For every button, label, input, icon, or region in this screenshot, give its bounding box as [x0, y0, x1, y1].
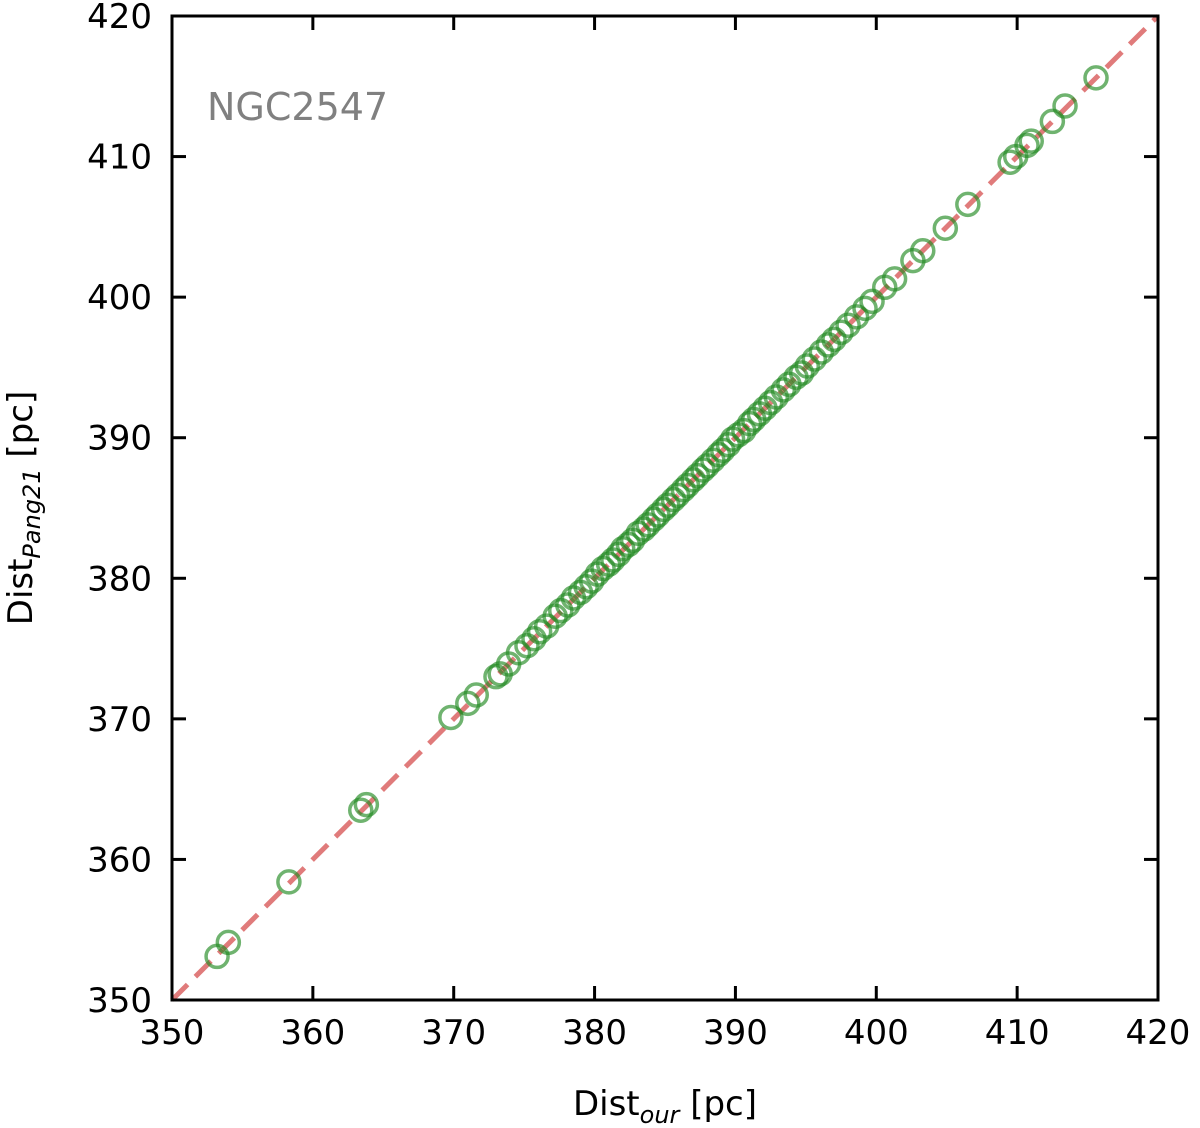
data-point: [852, 295, 878, 322]
x-axis-label: Distour [pc]: [573, 1084, 757, 1128]
data-point: [438, 704, 464, 731]
data-point: [353, 791, 380, 818]
data-point: [794, 353, 821, 379]
y-tick-label: 420: [87, 0, 152, 37]
y-tick-labels: 350 360 370 380 390 400 410 420: [87, 0, 152, 1021]
y-axis-label-subscript: Pang21: [18, 468, 46, 558]
x-tick-labels: 350 360 370 380 390 400 410 420: [140, 1013, 1191, 1053]
x-axis-label-unit: [pc]: [679, 1084, 757, 1124]
data-point: [514, 633, 540, 659]
y-tick-label: 350: [87, 981, 152, 1021]
data-point: [1018, 128, 1044, 154]
data-point: [955, 191, 981, 218]
x-axis-label-subscript: our: [640, 1101, 682, 1128]
y-tick-label: 380: [87, 559, 152, 599]
data-point: [821, 326, 847, 353]
axis-ticks: [170, 14, 1160, 1002]
data-point: [455, 690, 481, 717]
cluster-annotation: NGC2547: [207, 85, 388, 129]
x-tick-label: 410: [985, 1013, 1050, 1053]
data-point: [1083, 65, 1109, 91]
data-point: [997, 149, 1023, 175]
data-point: [463, 682, 490, 708]
data-point: [815, 332, 842, 358]
x-tick-label: 370: [421, 1013, 486, 1053]
data-point: [347, 797, 374, 823]
y-axis-label-base: Dist: [1, 559, 41, 626]
x-axis-label-base: Dist: [573, 1084, 640, 1124]
data-point: [859, 288, 885, 315]
data-point: [276, 869, 302, 895]
data-point: [1014, 132, 1040, 159]
data-point: [215, 929, 242, 956]
data-point: [526, 618, 553, 645]
x-tick-label: 390: [703, 1013, 768, 1053]
y-tick-label: 370: [87, 700, 152, 740]
data-point: [770, 377, 797, 403]
plot-frame: [170, 14, 1160, 1002]
data-point: [828, 319, 854, 346]
data-point: [835, 312, 861, 339]
data-point: [808, 339, 835, 365]
x-tick-label: 360: [280, 1013, 345, 1053]
data-points: [204, 65, 1109, 970]
data-point: [932, 215, 959, 242]
data-point: [757, 389, 784, 416]
y-tick-label: 390: [87, 419, 152, 459]
y-axis-label-unit: [pc]: [1, 391, 41, 469]
y-axis-label: DistPang21 [pc]: [1, 391, 46, 625]
x-tick-label: 400: [844, 1013, 909, 1053]
y-tick-label: 360: [87, 840, 152, 880]
data-point: [204, 943, 230, 970]
data-point: [483, 663, 509, 690]
data-point: [548, 597, 574, 624]
data-point: [801, 346, 828, 372]
x-tick-label: 420: [1126, 1013, 1191, 1053]
data-point: [1052, 93, 1078, 119]
data-point: [763, 384, 790, 410]
x-tick-label: 380: [562, 1013, 627, 1053]
data-point: [521, 625, 547, 652]
data-point: [788, 360, 815, 386]
data-point: [555, 592, 581, 618]
x-tick-label: 350: [140, 1013, 205, 1053]
data-point: [910, 238, 936, 264]
data-point: [881, 266, 908, 292]
data-point: [843, 304, 870, 330]
y-tick-label: 400: [87, 278, 152, 318]
y-tick-label: 410: [87, 138, 152, 178]
data-point: [1039, 108, 1066, 135]
